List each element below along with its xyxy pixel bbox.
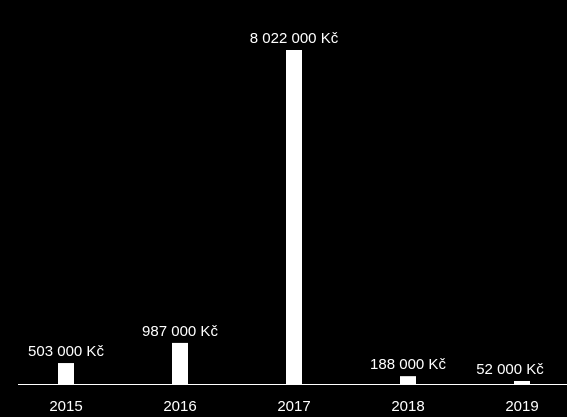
bar-2019 xyxy=(514,381,530,384)
x-tick-label-2016: 2016 xyxy=(163,398,196,415)
bars-group xyxy=(58,50,530,384)
data-label-2019: 52 000 Kč xyxy=(476,361,544,378)
tick-labels-group: 2015 2016 2017 2018 2019 xyxy=(49,398,538,415)
data-label-2018: 188 000 Kč xyxy=(370,356,446,373)
x-tick-label-2018: 2018 xyxy=(391,398,424,415)
data-label-2016: 987 000 Kč xyxy=(142,323,218,340)
data-label-2017: 8 022 000 Kč xyxy=(250,30,339,47)
value-labels-group: 503 000 Kč 987 000 Kč 8 022 000 Kč 188 000 … xyxy=(28,30,544,378)
x-tick-label-2017: 2017 xyxy=(277,398,310,415)
data-label-2015: 503 000 Kč xyxy=(28,343,104,360)
bar-2016 xyxy=(172,342,188,384)
bar-2018 xyxy=(400,376,416,384)
bar-2015 xyxy=(58,363,74,384)
x-tick-label-2015: 2015 xyxy=(49,398,82,415)
x-tick-label-2019: 2019 xyxy=(505,398,538,415)
bar-2017 xyxy=(286,50,302,384)
